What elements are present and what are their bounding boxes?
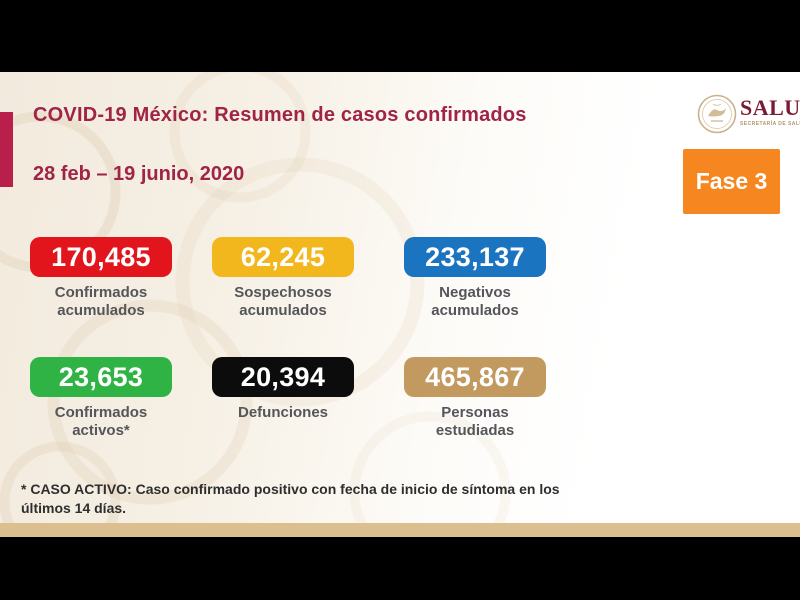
bottom-tan-strip <box>0 523 800 537</box>
stat-card-personas-estudiadas: 465,867 Personas estudiadas <box>404 357 546 441</box>
stat-value: 170,485 <box>30 237 172 277</box>
stat-label: Sospechosos acumulados <box>234 284 332 320</box>
stat-value: 20,394 <box>212 357 354 397</box>
stat-label: Negativos acumulados <box>431 284 519 320</box>
stat-card-confirmados-acumulados: 170,485 Confirmados acumulados <box>30 237 172 321</box>
date-range: 28 feb – 19 junio, 2020 <box>33 163 245 185</box>
stat-card-confirmados-activos: 23,653 Confirmados activos* <box>30 357 172 441</box>
stat-label: Defunciones <box>237 404 328 421</box>
stat-card-sospechosos-acumulados: 62,245 Sospechosos acumulados <box>212 237 354 321</box>
stat-label: Confirmados acumulados <box>54 284 148 320</box>
stat-value: 233,137 <box>404 237 546 277</box>
footnote-caso-activo: * CASO ACTIVO: Caso confirmado positivo … <box>21 481 560 516</box>
government-seal-icon <box>697 94 737 139</box>
salud-logo: SALUD SECRETARÍA DE SALUD <box>697 94 800 139</box>
stat-label: Confirmados activos* <box>54 404 148 440</box>
phase-badge: Fase 3 <box>683 149 780 214</box>
page-title: COVID-19 México: Resumen de casos confir… <box>33 104 527 126</box>
stat-value: 465,867 <box>404 357 546 397</box>
stat-value: 23,653 <box>30 357 172 397</box>
logo-text-block: SALUD SECRETARÍA DE SALUD <box>740 94 800 128</box>
stat-value: 62,245 <box>212 237 354 277</box>
stat-card-negativos-acumulados: 233,137 Negativos acumulados <box>404 237 546 321</box>
stat-label: Personas estudiadas <box>435 404 515 440</box>
logo-name: SALUD <box>740 95 800 120</box>
left-accent-bar <box>0 112 13 187</box>
stat-card-defunciones: 20,394 Defunciones <box>212 357 354 422</box>
slide-background: COVID-19 México: Resumen de casos confir… <box>0 72 800 537</box>
logo-subtitle: SECRETARÍA DE SALUD <box>740 121 800 127</box>
